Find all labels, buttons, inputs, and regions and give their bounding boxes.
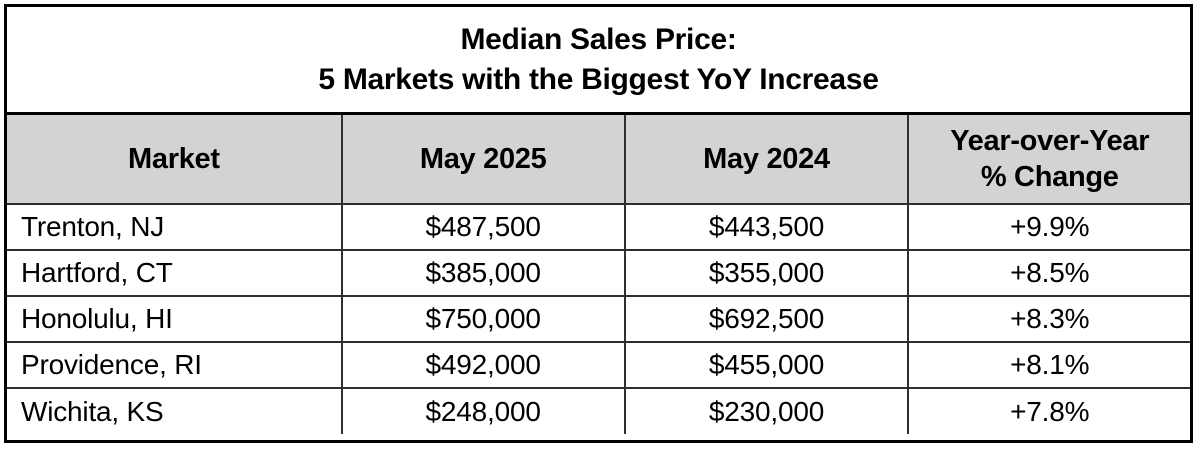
- table-row: Providence, RI $492,000 $455,000 +8.1%: [7, 341, 1190, 389]
- cell-may-2024: $230,000: [623, 387, 910, 434]
- cell-market: Hartford, CT: [7, 249, 343, 297]
- cell-may-2025: $487,500: [340, 203, 626, 251]
- header-row: Market May 2025 May 2024 Year-over-Year …: [7, 115, 1190, 205]
- table-title: Median Sales Price: 5 Markets with the B…: [7, 7, 1190, 115]
- cell-may-2024: $455,000: [623, 341, 910, 389]
- column-header-may-2025: May 2025: [340, 115, 626, 205]
- cell-may-2025: $492,000: [340, 341, 626, 389]
- cell-market: Wichita, KS: [7, 387, 343, 434]
- cell-may-2024: $443,500: [623, 203, 910, 251]
- table-row: Wichita, KS $248,000 $230,000 +7.8%: [7, 387, 1190, 434]
- table-title-line-1: Median Sales Price:: [460, 22, 737, 56]
- cell-may-2025: $750,000: [340, 295, 626, 343]
- table-row: Hartford, CT $385,000 $355,000 +8.5%: [7, 249, 1190, 297]
- cell-market: Honolulu, HI: [7, 295, 343, 343]
- cell-may-2024: $355,000: [623, 249, 910, 297]
- cell-yoy-change: +8.1%: [907, 341, 1190, 389]
- cell-market: Providence, RI: [7, 341, 343, 389]
- table-title-line-2: 5 Markets with the Biggest YoY Increase: [318, 62, 879, 96]
- cell-may-2025: $248,000: [340, 387, 626, 434]
- cell-yoy-change: +9.9%: [907, 203, 1190, 251]
- table-row: Trenton, NJ $487,500 $443,500 +9.9%: [7, 203, 1190, 251]
- cell-yoy-change: +7.8%: [907, 387, 1190, 434]
- median-sales-price-table: Median Sales Price: 5 Markets with the B…: [4, 4, 1193, 443]
- column-header-may-2024: May 2024: [623, 115, 910, 205]
- cell-may-2025: $385,000: [340, 249, 626, 297]
- table-row: Honolulu, HI $750,000 $692,500 +8.3%: [7, 295, 1190, 343]
- markets-data-grid: Market May 2025 May 2024 Year-over-Year …: [7, 115, 1190, 434]
- column-header-market: Market: [7, 115, 343, 205]
- yoy-header-line-2: % Change: [980, 161, 1119, 193]
- yoy-header-line-1: Year-over-Year: [950, 125, 1150, 157]
- column-header-yoy-change: Year-over-Year % Change: [907, 115, 1190, 205]
- cell-market: Trenton, NJ: [7, 203, 343, 251]
- cell-yoy-change: +8.5%: [907, 249, 1190, 297]
- cell-yoy-change: +8.3%: [907, 295, 1190, 343]
- cell-may-2024: $692,500: [623, 295, 910, 343]
